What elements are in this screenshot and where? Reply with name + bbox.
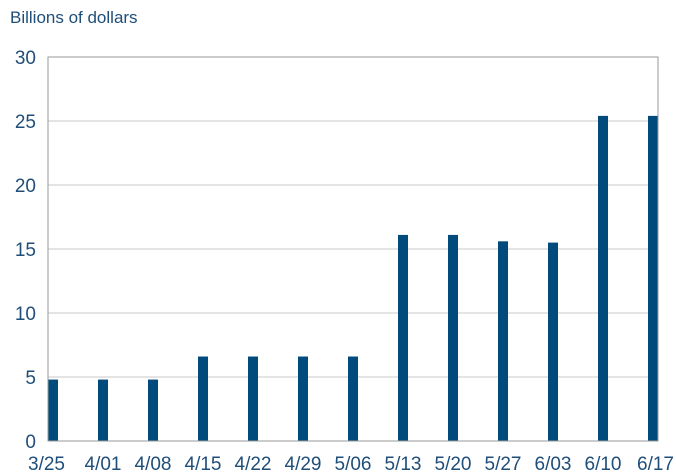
y-axis-label: Billions of dollars	[10, 8, 138, 27]
bar	[598, 115, 608, 441]
bar	[498, 241, 508, 441]
x-tick-label: 4/08	[135, 454, 172, 474]
x-tick-label: 6/10	[585, 454, 622, 474]
x-tick-label: 4/29	[285, 454, 322, 474]
bar	[248, 356, 258, 441]
x-tick-label: 6/03	[535, 454, 572, 474]
bar	[398, 234, 408, 441]
bars	[48, 115, 658, 441]
x-tick-label: 4/15	[185, 454, 222, 474]
y-tick-label: 10	[15, 304, 36, 325]
x-tick-label: 6/17	[637, 454, 674, 474]
plot-frame	[47, 56, 659, 442]
x-tick-label: 5/27	[485, 454, 522, 474]
bar	[648, 115, 658, 441]
bar	[548, 242, 558, 441]
y-tick-label: 25	[15, 112, 36, 133]
gridlines	[48, 120, 658, 378]
y-tick-label: 5	[25, 368, 36, 389]
y-tick-label: 30	[15, 48, 36, 69]
x-tick-label: 3/25	[28, 454, 65, 474]
y-tick-labels: 0 5 10 15 20 25 30	[15, 48, 36, 453]
bar	[98, 379, 108, 441]
y-tick-label: 20	[15, 176, 36, 197]
bar	[448, 234, 458, 441]
bar	[298, 356, 308, 441]
x-tick-label: 4/01	[85, 454, 122, 474]
bar	[348, 356, 358, 441]
y-tick-label: 15	[15, 240, 36, 261]
y-tick-label: 0	[25, 432, 36, 453]
bar	[198, 356, 208, 441]
bar	[48, 379, 58, 441]
x-tick-labels: 3/25 4/01 4/08 4/15 4/22 4/29 5/06 5/13 5/20 5/27…	[28, 454, 674, 474]
bar	[148, 379, 158, 441]
x-tick-label: 4/22	[235, 454, 272, 474]
x-tick-label: 5/13	[385, 454, 422, 474]
x-tick-label: 5/20	[435, 454, 472, 474]
x-tick-label: 5/06	[335, 454, 372, 474]
